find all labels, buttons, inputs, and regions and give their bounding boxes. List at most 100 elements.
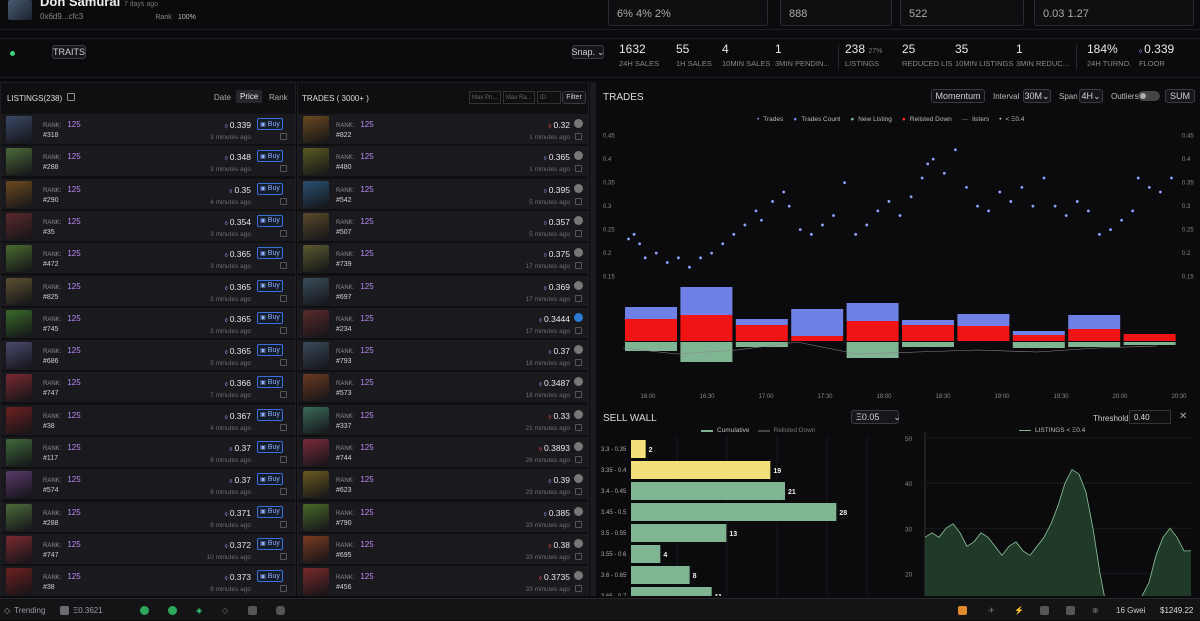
marketplace-icon[interactable] — [574, 312, 583, 322]
external-link-icon[interactable] — [280, 326, 287, 334]
trades-count-bar[interactable] — [791, 309, 844, 336]
trade-row[interactable]: RANK: 125 #744 ⬨ 0.3893 26 minutes ago — [298, 437, 588, 468]
trades-list-scrollbar[interactable] — [590, 82, 596, 596]
trade-point[interactable] — [854, 232, 858, 236]
listing-row[interactable]: RANK: 125 #288 ⬨ 0.348 ▣ Buy 3 minutes ago — [1, 146, 295, 178]
trade-point[interactable] — [1170, 176, 1173, 180]
trade-point[interactable] — [1086, 209, 1090, 213]
external-link-icon[interactable] — [280, 133, 287, 140]
sell-wall-step-select[interactable]: Ξ0.05 ⌄ — [851, 410, 901, 424]
listing-row[interactable]: RANK: 125 #35 ⬨ 0.354 ▣ Buy 3 minutes ago — [1, 210, 295, 242]
trade-point[interactable] — [677, 256, 680, 260]
trade-row[interactable]: RANK: 125 #573 ⬨ 0.3487 18 minutes ago — [298, 372, 588, 404]
marketplace-icon[interactable] — [574, 571, 583, 581]
new-listing-bar[interactable] — [1123, 342, 1176, 345]
external-link-icon[interactable] — [280, 197, 287, 205]
sell-wall-bar[interactable] — [631, 482, 785, 500]
external-link-icon[interactable] — [575, 456, 582, 463]
external-link-icon[interactable] — [575, 165, 582, 173]
trade-row[interactable]: RANK: 125 #822 ⬨ 0.32 1 minutes ago — [298, 114, 588, 145]
gas-wallet-button[interactable]: Ξ0.3621 — [60, 599, 103, 621]
trade-point[interactable] — [1009, 200, 1013, 203]
external-link-icon[interactable] — [575, 197, 582, 205]
id-input[interactable]: ID — [537, 91, 561, 104]
marketplace-icon[interactable] — [574, 377, 583, 387]
gem-icon[interactable]: ◇ — [222, 605, 229, 615]
trade-point[interactable] — [632, 232, 636, 236]
trade-row[interactable]: RANK: 125 #507 ⬨ 0.357 5 minutes ago — [298, 210, 588, 242]
trade-point[interactable] — [942, 171, 946, 175]
trade-point[interactable] — [1147, 185, 1151, 189]
trade-point[interactable] — [688, 265, 691, 269]
trade-row[interactable]: RANK: 125 #697 ⬨ 0.369 17 minutes ago — [298, 275, 588, 307]
trade-point[interactable] — [865, 223, 869, 227]
collection-address[interactable]: 0x6d9...cfc3 Rank 100% — [40, 12, 196, 21]
sell-wall-bar[interactable] — [631, 503, 837, 521]
buy-button[interactable]: ▣ Buy — [257, 441, 283, 453]
external-link-icon[interactable] — [575, 229, 582, 237]
relisted-down-bar[interactable] — [1012, 335, 1065, 341]
listing-row[interactable]: RANK: 125 #288 ⬨ 0.371 ▣ Buy 9 minutes ago — [1, 501, 295, 533]
external-link-icon[interactable] — [575, 262, 582, 270]
external-link-icon[interactable] — [575, 326, 582, 334]
trade-point[interactable] — [843, 181, 846, 185]
trade-point[interactable] — [771, 200, 774, 203]
trade-point[interactable] — [809, 232, 813, 236]
max-price-input[interactable]: Max Pri... — [469, 91, 501, 104]
external-link-icon[interactable] — [575, 294, 582, 302]
relisted-down-bar[interactable] — [735, 325, 788, 341]
buy-button[interactable]: ▣ Buy — [257, 247, 283, 260]
threshold-input[interactable]: 0.40 — [1129, 410, 1171, 424]
new-listing-bar[interactable] — [1012, 342, 1065, 348]
sell-wall-chart[interactable]: 3.3 - 0.35 2 3.35 - 0.4 19 3.4 - 0.45 21 3.45 … — [597, 436, 897, 596]
sell-wall-bar[interactable] — [631, 545, 661, 563]
trade-point[interactable] — [665, 261, 669, 264]
marketplace-icon[interactable] — [574, 151, 583, 161]
external-link-icon[interactable] — [280, 552, 287, 560]
marketplace-icon[interactable] — [574, 248, 583, 258]
buy-button[interactable]: ▣ Buy — [257, 311, 283, 324]
trade-row[interactable]: RANK: 125 #542 ⬨ 0.395 5 minutes ago — [298, 178, 588, 210]
external-link-icon[interactable] — [575, 359, 582, 367]
trade-point[interactable] — [643, 256, 647, 260]
diamond-icon[interactable]: ◈ — [196, 605, 203, 615]
external-link-icon[interactable] — [280, 229, 287, 237]
trades-count-bar[interactable] — [1068, 315, 1121, 329]
new-listing-bar[interactable] — [735, 342, 788, 347]
buy-button[interactable]: ▣ Buy — [257, 344, 283, 357]
new-listing-bar[interactable] — [1068, 342, 1121, 347]
sort-tab-date[interactable]: Date — [214, 93, 231, 102]
trade-point[interactable] — [1031, 204, 1035, 208]
trade-point[interactable] — [654, 251, 658, 255]
chat-icon[interactable] — [248, 599, 257, 621]
trade-row[interactable]: RANK: 125 #456 ⬨ 0.3735 33 minutes ago — [298, 566, 588, 596]
marketplace-icon[interactable] — [574, 538, 583, 548]
relisted-down-bar[interactable] — [902, 325, 954, 341]
trades-count-bar[interactable] — [680, 287, 733, 315]
relisted-down-bar[interactable] — [791, 336, 844, 341]
trades-chart[interactable]: 0.45 0.45 0.4 0.4 0.35 0.35 0.3 0.3 0.25 0.25 0.2 0… — [597, 126, 1200, 404]
globe-icon[interactable]: ⊕ — [1092, 605, 1099, 615]
external-link-icon[interactable] — [280, 520, 287, 528]
trade-row[interactable]: RANK: 125 #337 ⬨ 0.33 21 minutes ago — [298, 404, 588, 436]
external-link-icon[interactable] — [280, 488, 287, 496]
listing-row[interactable]: RANK: 125 #38 ⬨ 0.367 ▣ Buy 4 minutes ago — [1, 404, 295, 436]
save-icon[interactable] — [1040, 599, 1049, 621]
trade-row[interactable]: RANK: 125 #623 ⬨ 0.39 29 minutes ago — [298, 469, 588, 501]
marketplace-icon[interactable] — [574, 119, 583, 128]
relisted-down-bar[interactable] — [625, 319, 677, 341]
marketplace-icon[interactable] — [574, 474, 583, 484]
listing-row[interactable]: RANK: 125 #117 ⬨ 0.37 ▣ Buy 6 minutes ago — [1, 437, 295, 468]
buy-button[interactable]: ▣ Buy — [257, 570, 283, 583]
trade-point[interactable] — [798, 228, 802, 232]
marketplace-icon[interactable] — [574, 442, 583, 451]
listings-select-all-checkbox[interactable] — [67, 93, 75, 101]
relisted-down-bar[interactable] — [957, 326, 1010, 341]
trade-row[interactable]: RANK: 125 #790 ⬨ 0.385 33 minutes ago — [298, 501, 588, 533]
sell-wall-bar[interactable] — [631, 524, 727, 542]
sell-wall-bar[interactable] — [631, 566, 690, 584]
trade-point[interactable] — [821, 223, 824, 227]
trade-point[interactable] — [638, 242, 642, 246]
external-link-icon[interactable] — [575, 391, 582, 399]
trade-point[interactable] — [1042, 176, 1046, 180]
